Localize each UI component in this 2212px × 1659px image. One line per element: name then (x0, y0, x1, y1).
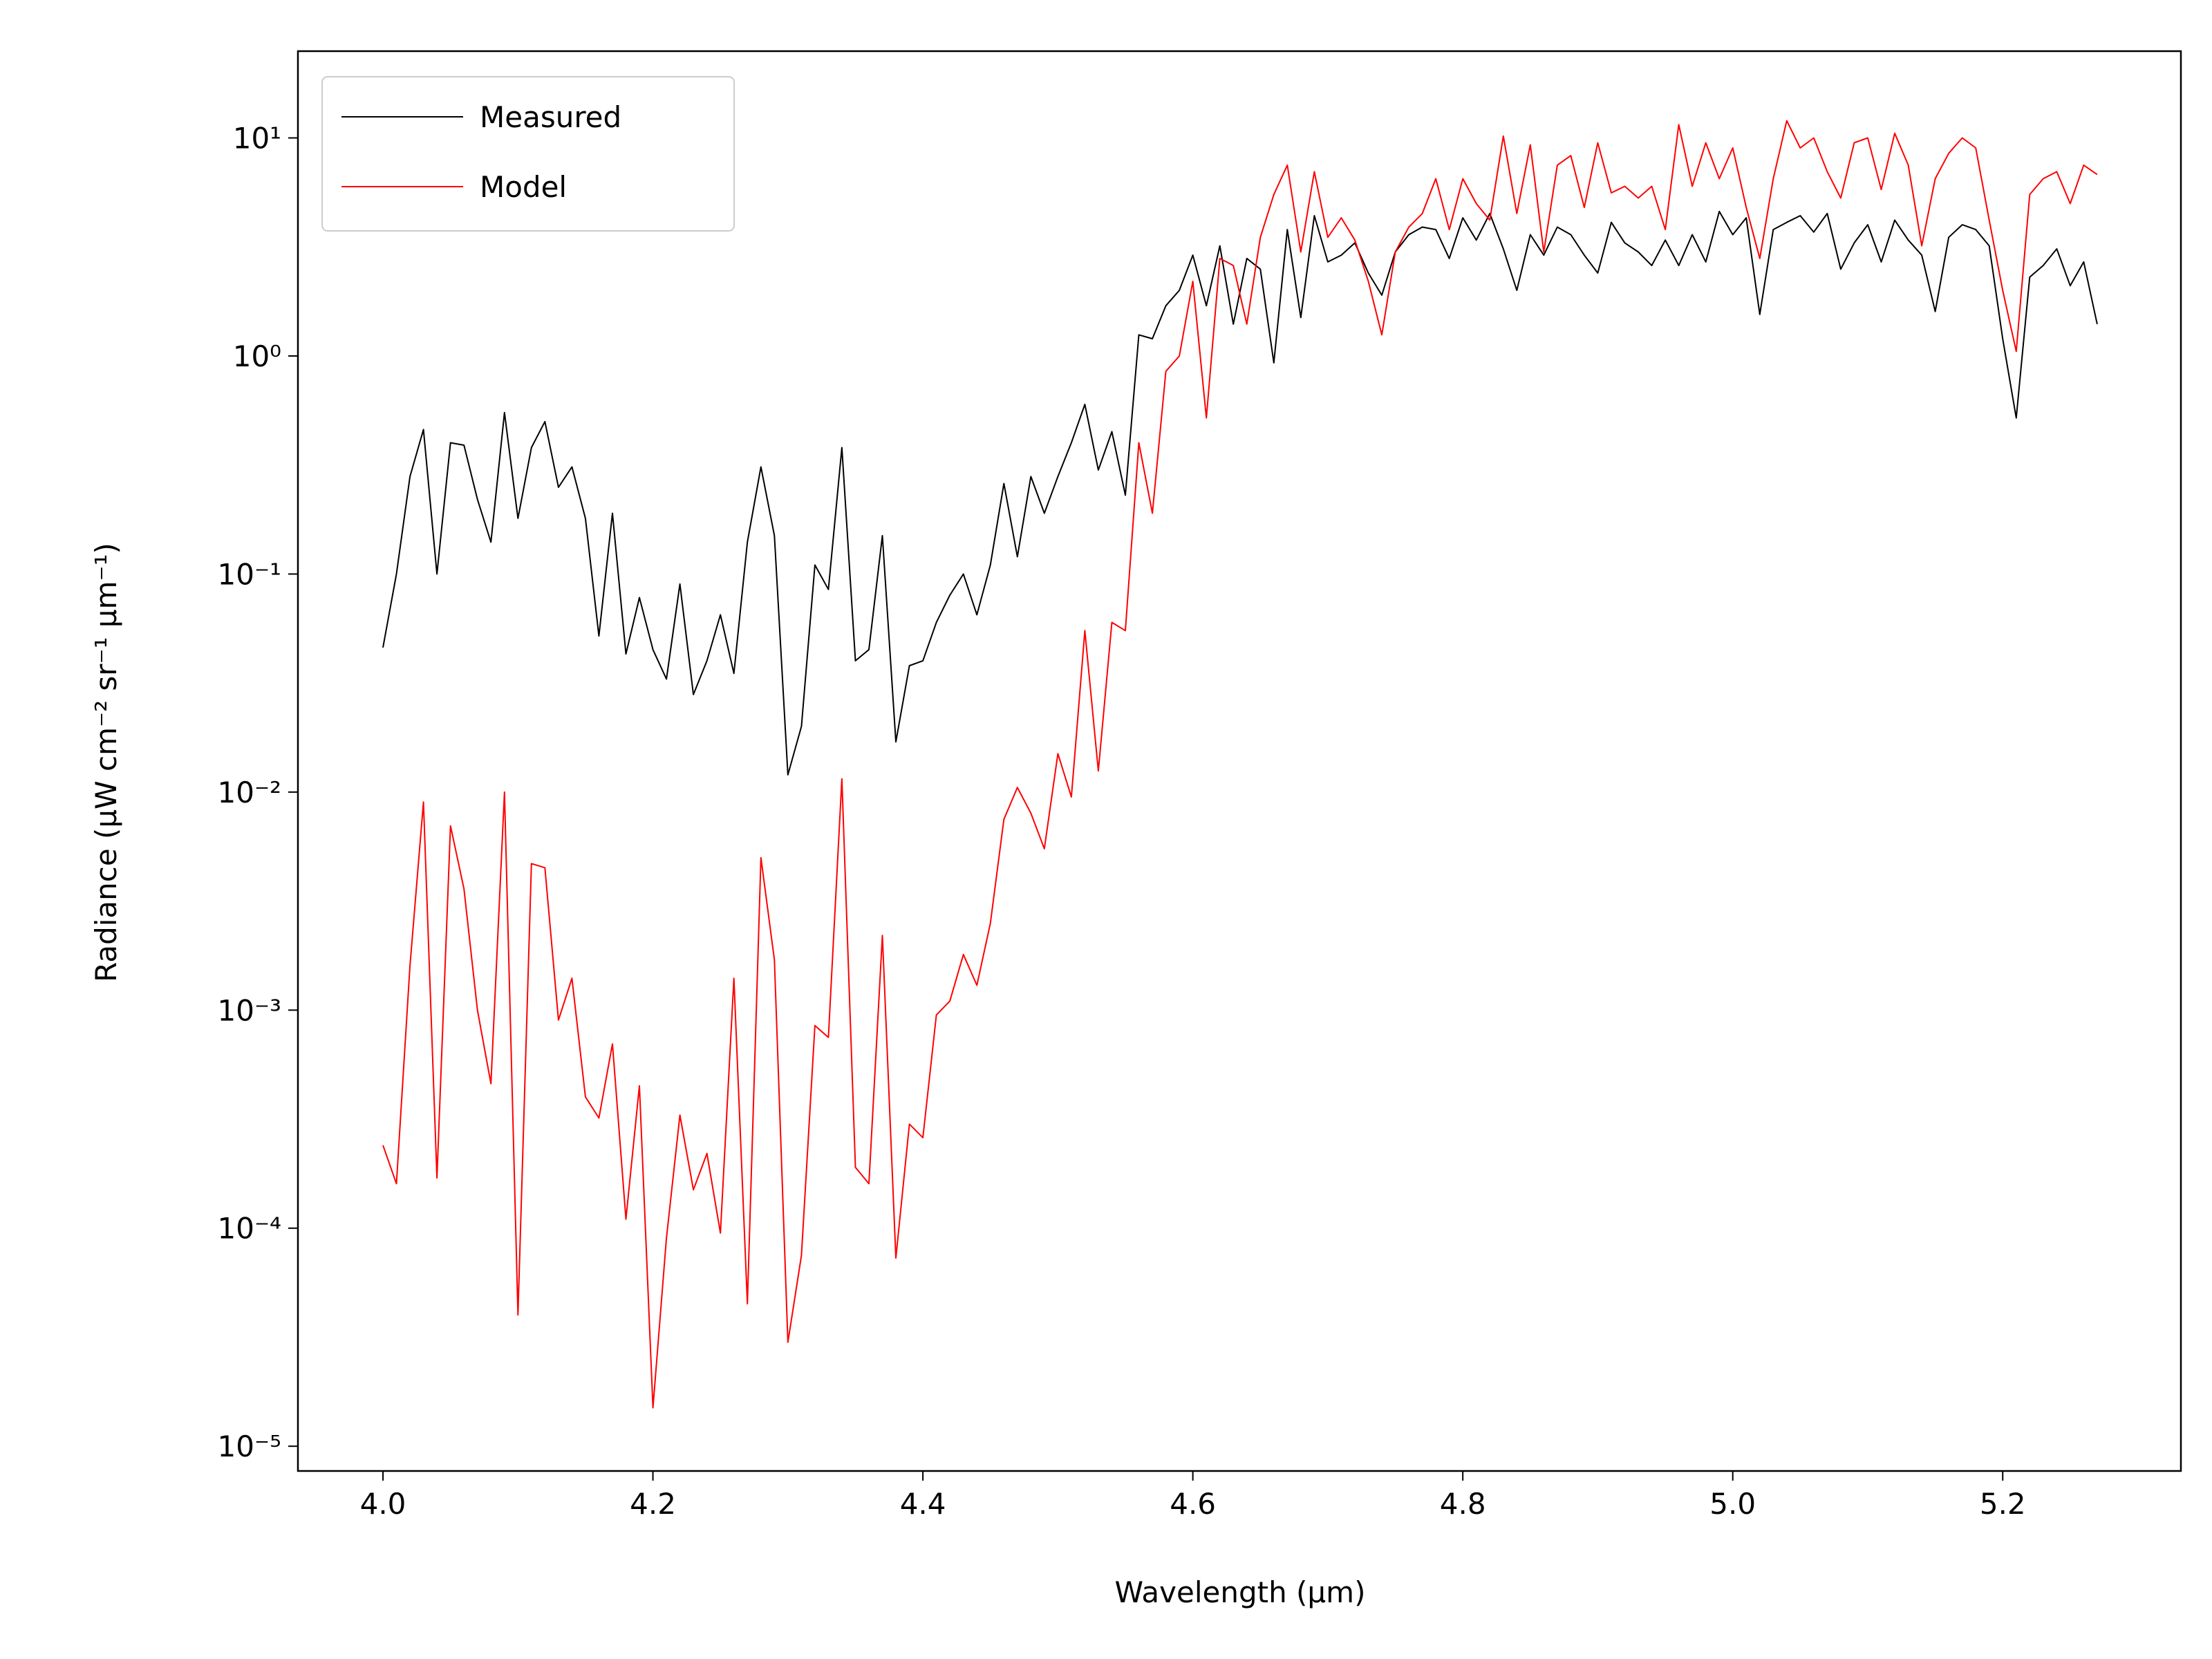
y-tick-label: 10⁻¹ (218, 557, 281, 591)
x-tick-label: 4.8 (1440, 1487, 1486, 1521)
legend-label: Measured (480, 100, 621, 134)
x-tick-label: 4.2 (630, 1487, 676, 1521)
x-tick-label: 4.0 (360, 1487, 406, 1521)
legend-label: Model (480, 170, 567, 204)
plot-frame (297, 50, 2182, 1472)
y-axis-label: Radiance (μW cm⁻² sr⁻¹ μm⁻¹) (89, 543, 123, 982)
x-axis-label: Wavelength (μm) (1115, 1575, 1366, 1609)
x-tick-label: 4.6 (1170, 1487, 1216, 1521)
y-tick-label: 10⁻² (218, 776, 281, 809)
y-tick-label: 10⁰ (233, 339, 281, 373)
series-line (382, 210, 2098, 776)
x-tick-label: 4.4 (900, 1487, 946, 1521)
series-line (382, 120, 2098, 1409)
x-tick-label: 5.0 (1709, 1487, 1756, 1521)
y-tick-label: 10⁻⁵ (218, 1430, 281, 1463)
x-tick-label: 5.2 (1980, 1487, 2026, 1521)
legend-box (321, 76, 735, 232)
y-tick-label: 10⁻³ (218, 993, 281, 1027)
y-tick-label: 10⁻⁴ (218, 1212, 281, 1246)
y-tick-label: 10¹ (233, 122, 281, 156)
